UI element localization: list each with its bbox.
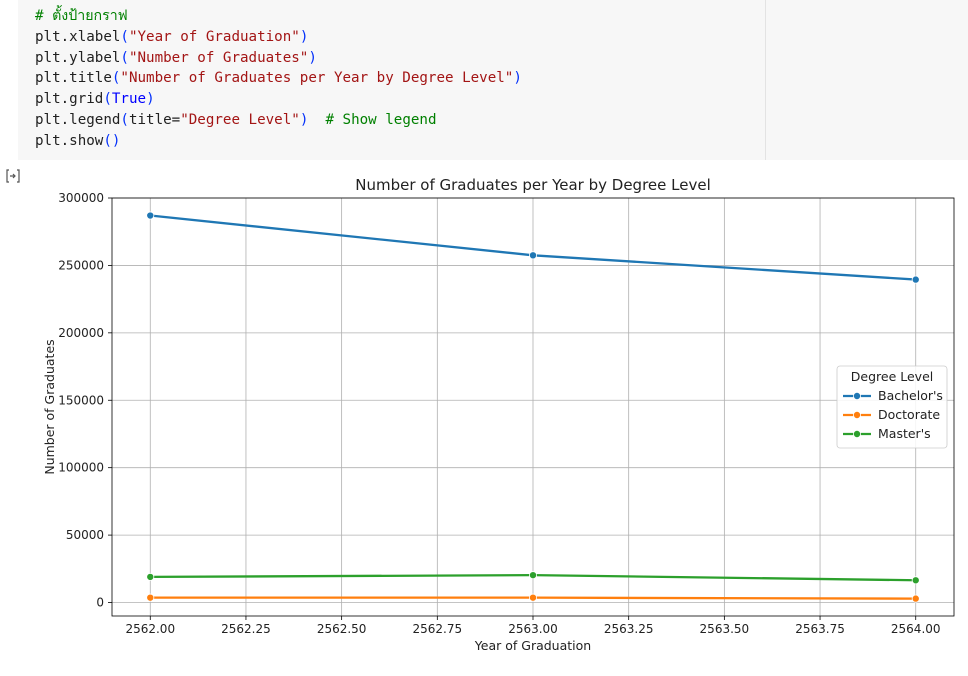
data-point xyxy=(146,572,155,581)
code-token: plt.title xyxy=(35,70,112,87)
data-point xyxy=(146,593,155,602)
data-point xyxy=(911,594,920,603)
code-cell[interactable]: # ตั้งป้ายกราฟ plt.xlabel("Year of Gradua… xyxy=(18,0,968,160)
code-token: "Degree Level" xyxy=(180,111,300,128)
code-block[interactable]: # ตั้งป้ายกราฟ plt.xlabel("Year of Gradua… xyxy=(35,6,522,152)
chart-title: Number of Graduates per Year by Degree L… xyxy=(355,176,710,194)
code-token xyxy=(308,112,325,128)
code-token: True xyxy=(111,91,147,108)
series-layer xyxy=(146,211,920,603)
x-tick-label: 2562.00 xyxy=(125,622,175,636)
x-axis-label: Year of Graduation xyxy=(474,638,591,653)
legend-box xyxy=(836,365,948,449)
code-line: plt.xlabel("Year of Graduation") xyxy=(35,27,522,48)
legend-swatch-marker xyxy=(853,391,862,400)
code-token: ) xyxy=(146,91,155,108)
code-line: plt.title("Number of Graduates per Year … xyxy=(35,68,522,89)
y-tick-label: 250000 xyxy=(58,258,104,272)
x-tick-label: 2563.75 xyxy=(795,622,845,636)
code-token: ( xyxy=(120,111,129,128)
code-token: "Year of Graduation" xyxy=(128,28,300,45)
code-token: plt.legend xyxy=(35,111,121,128)
y-tick-label: 100000 xyxy=(58,461,104,475)
legend: Degree Level Bachelor's Doctorate Master's xyxy=(836,365,948,449)
code-token: # Show legend xyxy=(325,111,437,128)
legend-label: Master's xyxy=(878,426,931,441)
code-token: plt.xlabel xyxy=(35,28,121,45)
legend-label: Doctorate xyxy=(878,407,940,422)
x-tick-label: 2562.25 xyxy=(221,622,271,636)
data-point xyxy=(529,571,538,580)
data-point xyxy=(911,275,920,284)
code-line: plt.ylabel("Number of Graduates") xyxy=(35,48,522,69)
grid-layer xyxy=(112,197,954,616)
axis-layer: 2562.00 2562.25 2562.50 2562.75 2563.00 2563.… xyxy=(58,191,940,636)
data-point xyxy=(529,593,538,602)
code-token: title= xyxy=(128,111,181,128)
code-line: # ตั้งป้ายกราฟ xyxy=(35,6,522,27)
code-token: plt.show xyxy=(35,132,104,149)
data-point xyxy=(146,211,155,220)
y-tick-label: 0 xyxy=(96,596,104,610)
code-token: ) xyxy=(299,28,309,45)
output-toggle-icon[interactable] xyxy=(3,166,23,186)
code-token: ( xyxy=(120,49,129,66)
x-tick-label: 2562.50 xyxy=(317,622,367,636)
code-token: ( xyxy=(120,28,129,45)
code-token: () xyxy=(103,132,121,149)
y-tick-label: 200000 xyxy=(58,326,104,340)
code-token: # ตั้งป้ายกราฟ xyxy=(35,8,128,24)
code-line: plt.legend(title="Degree Level") # Show … xyxy=(35,110,522,131)
code-line: plt.show() xyxy=(35,131,522,152)
x-tick-label: 2562.75 xyxy=(413,622,463,636)
legend-swatch-marker xyxy=(853,429,862,438)
y-axis-label: Number of Graduates xyxy=(42,339,57,474)
code-token: ) xyxy=(513,70,522,87)
code-token: ) xyxy=(299,111,309,128)
code-token: plt.grid xyxy=(35,91,104,108)
x-tick-label: 2563.50 xyxy=(700,622,750,636)
x-tick-label: 2563.25 xyxy=(604,622,654,636)
x-tick-label: 2564.00 xyxy=(891,622,941,636)
legend-swatch-marker xyxy=(853,410,862,419)
code-token: "Number of Graduates" xyxy=(128,49,309,66)
code-token: ) xyxy=(308,49,317,66)
data-point xyxy=(911,576,920,585)
y-tick-label: 50000 xyxy=(66,528,104,542)
code-token: "Number of Graduates per Year by Degree … xyxy=(120,70,514,87)
output-toggle-glyph xyxy=(6,169,20,183)
code-token: plt.ylabel xyxy=(35,49,121,66)
line-chart: 2562.00 2562.25 2562.50 2562.75 2563.00 2563.… xyxy=(42,176,955,653)
legend-title: Degree Level xyxy=(851,369,933,384)
chart-output: 2562.00 2562.25 2562.50 2562.75 2563.00 2563.… xyxy=(0,160,968,672)
code-line: plt.grid(True) xyxy=(35,89,522,110)
data-point xyxy=(529,251,538,260)
code-token: ( xyxy=(111,70,121,87)
x-tick-label: 2563.00 xyxy=(508,622,558,636)
legend-label: Bachelor's xyxy=(878,388,943,403)
code-token: ( xyxy=(103,91,112,108)
code-cell-divider xyxy=(765,0,766,160)
y-tick-label: 300000 xyxy=(58,191,104,205)
y-tick-label: 150000 xyxy=(58,393,104,407)
